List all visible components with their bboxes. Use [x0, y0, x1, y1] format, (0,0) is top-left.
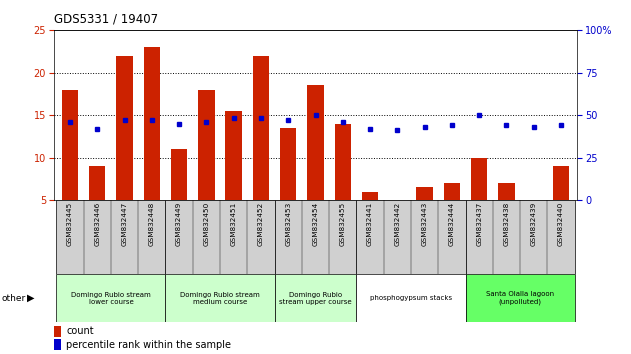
Bar — [56, 274, 165, 322]
Text: GSM832439: GSM832439 — [531, 202, 537, 246]
Text: ▶: ▶ — [27, 293, 35, 303]
Text: GSM832437: GSM832437 — [476, 202, 482, 246]
Bar — [416, 187, 433, 200]
Bar — [357, 200, 466, 274]
Text: GSM832442: GSM832442 — [394, 202, 400, 246]
Text: GSM832447: GSM832447 — [122, 202, 127, 246]
Bar — [274, 200, 357, 274]
Bar — [144, 47, 160, 200]
Bar — [357, 274, 466, 322]
Text: GSM832438: GSM832438 — [504, 202, 509, 246]
Text: phosphogypsum stacks: phosphogypsum stacks — [370, 295, 452, 301]
Bar — [253, 56, 269, 200]
Text: other: other — [2, 294, 26, 303]
Text: GSM832448: GSM832448 — [149, 202, 155, 246]
Text: GSM832445: GSM832445 — [67, 202, 73, 246]
Bar — [466, 200, 575, 274]
Text: GSM832443: GSM832443 — [422, 202, 428, 246]
Text: GSM832441: GSM832441 — [367, 202, 373, 246]
Bar — [116, 56, 133, 200]
Text: percentile rank within the sample: percentile rank within the sample — [66, 340, 231, 350]
Bar — [466, 274, 575, 322]
Text: GDS5331 / 19407: GDS5331 / 19407 — [54, 12, 158, 25]
Text: Santa Olalla lagoon
(unpolluted): Santa Olalla lagoon (unpolluted) — [486, 291, 554, 305]
Bar — [198, 90, 215, 200]
Text: Domingo Rubio stream
lower course: Domingo Rubio stream lower course — [71, 292, 151, 305]
Text: GSM832451: GSM832451 — [231, 202, 237, 246]
Text: GSM832450: GSM832450 — [203, 202, 209, 246]
Text: GSM832444: GSM832444 — [449, 202, 455, 246]
Bar — [471, 158, 487, 200]
Text: GSM832452: GSM832452 — [258, 202, 264, 246]
Bar — [225, 111, 242, 200]
Bar — [165, 200, 274, 274]
Bar — [307, 85, 324, 200]
Text: GSM832440: GSM832440 — [558, 202, 564, 246]
Text: Domingo Rubio stream
medium course: Domingo Rubio stream medium course — [180, 292, 260, 305]
Bar — [444, 183, 460, 200]
Bar — [498, 183, 515, 200]
Bar — [56, 200, 165, 274]
Bar — [389, 200, 406, 238]
Bar — [274, 274, 357, 322]
Text: Domingo Rubio
stream upper course: Domingo Rubio stream upper course — [279, 292, 352, 305]
Bar — [89, 166, 105, 200]
Bar — [165, 274, 274, 322]
Text: GSM832453: GSM832453 — [285, 202, 292, 246]
Bar — [553, 166, 569, 200]
Text: GSM832455: GSM832455 — [339, 202, 346, 246]
Bar — [171, 149, 187, 200]
Text: GSM832454: GSM832454 — [312, 202, 319, 246]
Text: GSM832449: GSM832449 — [176, 202, 182, 246]
Bar — [334, 124, 351, 200]
Text: GSM832446: GSM832446 — [94, 202, 100, 246]
Text: count: count — [66, 326, 94, 336]
Bar — [280, 128, 297, 200]
Bar — [62, 90, 78, 200]
Bar — [362, 192, 378, 200]
